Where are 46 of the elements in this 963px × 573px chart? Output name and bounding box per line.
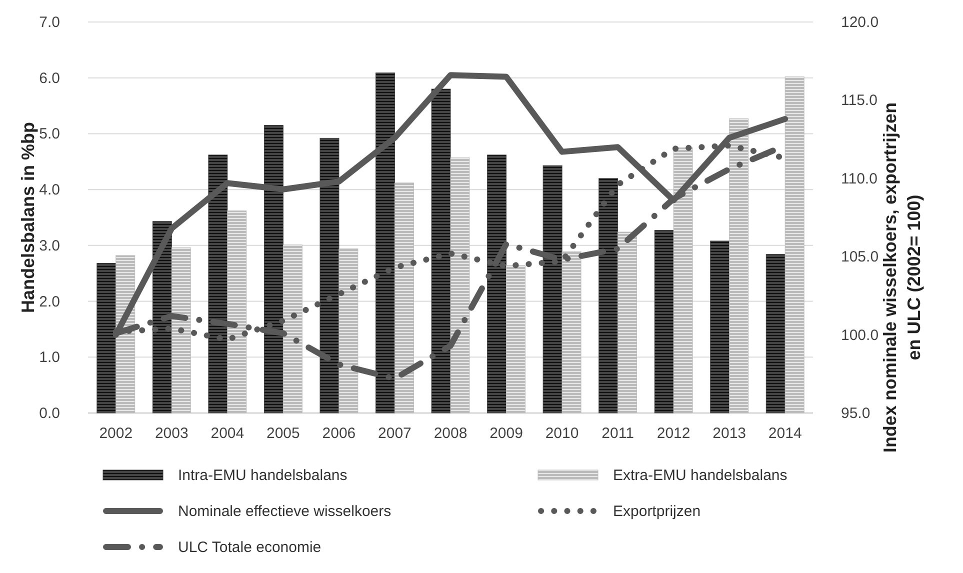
y-axis-title: Handelsbalans in %bp	[18, 122, 38, 314]
legend-label: Exportprijzen	[613, 503, 701, 520]
x-tick-label: 2003	[154, 425, 188, 442]
bar	[654, 230, 674, 414]
x-tick-label: 2006	[322, 425, 356, 442]
bar	[264, 125, 284, 414]
y2-tick-label: 110.0	[841, 170, 878, 188]
x-tick-label: 2004	[210, 425, 244, 442]
y-tick-label: 0.0	[39, 405, 60, 422]
y2-tick-label: 100.0	[841, 326, 879, 344]
bar	[376, 72, 395, 414]
bar	[208, 154, 228, 414]
y2-tick-label: 105.0	[841, 248, 879, 266]
bar	[487, 154, 507, 414]
x-tick-label: 2008	[434, 425, 468, 442]
x-tick-label: 2010	[545, 425, 579, 442]
y-tick-label: 4.0	[39, 182, 60, 199]
bar	[766, 254, 786, 414]
y2-axis-title: Index nominale wisselkoers, exportrijzen en ULC (2002= 100)	[880, 102, 924, 453]
bar	[542, 165, 562, 414]
x-tick-label: 2009	[490, 425, 523, 442]
bar	[710, 240, 730, 414]
y-tick-label: 6.0	[39, 70, 60, 87]
legend-label: Intra-EMU handelsbalans	[178, 467, 348, 484]
y-tick-label: 5.0	[39, 126, 60, 143]
legend-label: Extra-EMU handelsbalans	[613, 467, 788, 484]
bar	[598, 178, 618, 414]
x-tick-label: 2005	[266, 425, 300, 442]
bar	[320, 138, 340, 414]
y2-tick-label: 115.0	[841, 92, 878, 110]
x-tick-label: 2014	[768, 425, 802, 442]
legend-label: ULC Totale economie	[178, 539, 322, 556]
y-tick-label: 2.0	[39, 293, 60, 310]
x-tick-label: 2002	[99, 425, 133, 442]
bar	[96, 263, 116, 414]
y-tick-label: 1.0	[39, 349, 60, 366]
y-tick-label: 3.0	[39, 237, 60, 254]
x-tick-label: 2011	[602, 425, 634, 442]
y2-tick-label: 120.0	[841, 14, 879, 31]
x-tick-label: 2012	[656, 425, 690, 442]
y2-tick-label: 95.0	[841, 405, 870, 422]
y-tick-label: 7.0	[39, 14, 60, 31]
x-tick-label: 2013	[712, 425, 746, 442]
bar	[431, 88, 451, 414]
x-tick-label: 2007	[378, 425, 412, 442]
legend-label: Nominale effectieve wisselkoers	[178, 503, 392, 520]
